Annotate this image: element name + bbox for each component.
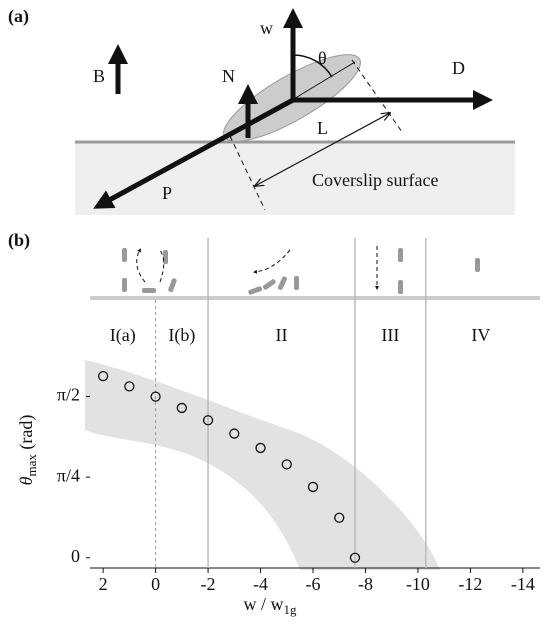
data-point <box>281 459 292 470</box>
data-point <box>124 381 135 392</box>
x-label-sub: 1g <box>284 602 298 617</box>
data-point <box>307 481 319 493</box>
y-label-symbol: θ <box>16 476 36 485</box>
label-n: N <box>222 66 235 86</box>
axis <box>291 61 356 101</box>
x-tick-label: -6 <box>306 574 321 594</box>
region-label: III <box>381 325 399 345</box>
label-b: B <box>93 66 105 86</box>
label-p: P <box>162 183 172 203</box>
data-point <box>176 402 187 414</box>
x-tick-label: -4 <box>253 574 268 594</box>
data-point <box>229 428 240 439</box>
label-l: L <box>317 118 328 138</box>
y-label-sub: max <box>24 454 39 477</box>
x-tick-label: 0 <box>151 574 160 594</box>
dash <box>351 59 403 133</box>
x-tick-label: 2 <box>99 574 108 594</box>
data-point <box>349 552 361 563</box>
label-surface: Coverslip surface <box>312 170 438 190</box>
x-tick-label: -12 <box>458 574 482 594</box>
region-label: II <box>276 325 288 345</box>
x-tick-label: -2 <box>201 574 216 594</box>
data-point <box>255 442 266 454</box>
p-arrow <box>93 97 295 209</box>
dash <box>229 135 266 211</box>
label-theta: θ <box>318 48 327 68</box>
panel-label: (a) <box>8 6 29 27</box>
x-label-text: w / w <box>244 594 284 614</box>
shaded-band <box>85 360 440 570</box>
panel-label: (b) <box>8 230 30 251</box>
region-label: IV <box>471 325 490 345</box>
label-d: D <box>452 58 465 78</box>
panel-a: (a) B w θ N D L P Coverslip surface <box>8 6 515 215</box>
x-tick-label: -10 <box>406 574 430 594</box>
icons <box>122 246 480 295</box>
x-tick-label: -8 <box>358 574 373 594</box>
data-point <box>97 370 109 382</box>
data-point <box>202 415 214 426</box>
y-axis-label: θmax (rad) <box>16 415 39 486</box>
label-w: w <box>260 18 273 38</box>
region-label: I(a) <box>110 325 136 346</box>
y-tick-label: π/2 <box>57 385 80 405</box>
y-label-unit: (rad) <box>16 415 37 454</box>
data-point <box>334 512 345 523</box>
angle-arc <box>292 54 333 78</box>
y-tick-label: 0 <box>71 546 80 566</box>
surface <box>75 142 515 215</box>
data-point <box>150 391 161 402</box>
x-axis-label: w / w1g <box>244 594 298 617</box>
y-tick-label: π/4 <box>57 465 80 485</box>
x-tick-label: -14 <box>511 574 535 594</box>
region-label: I(b) <box>168 325 195 346</box>
length-arrow <box>255 113 390 186</box>
